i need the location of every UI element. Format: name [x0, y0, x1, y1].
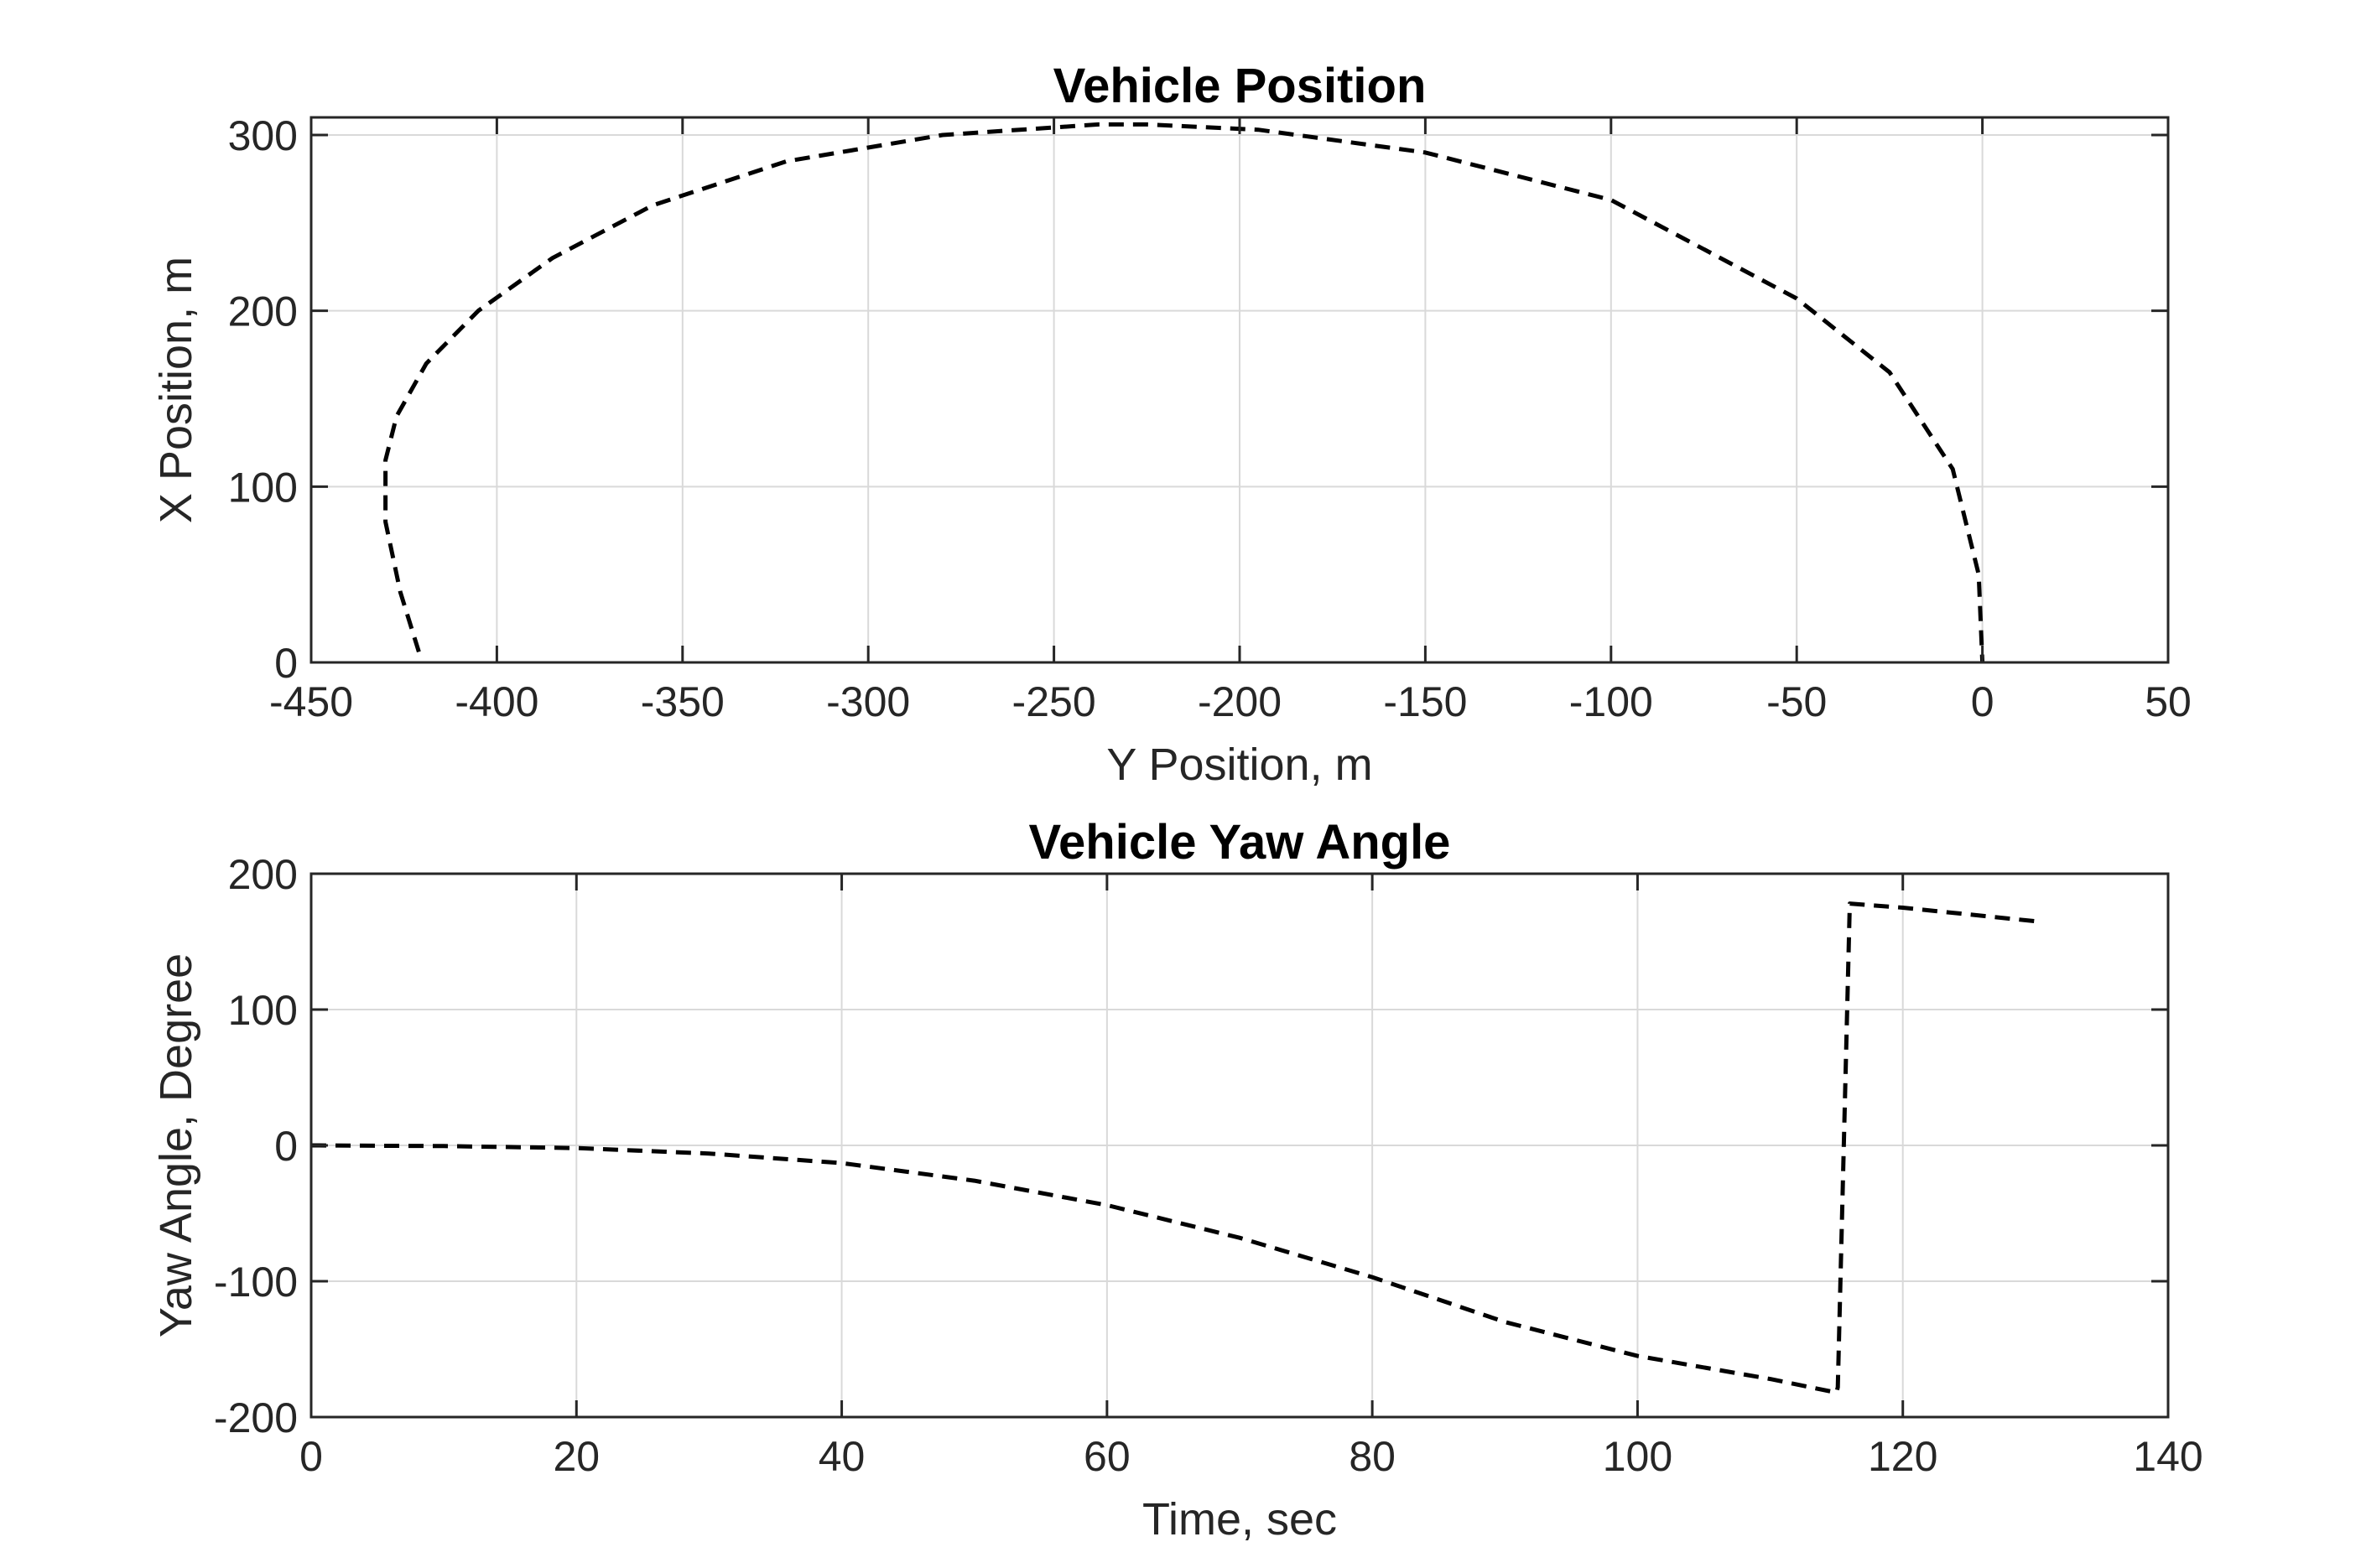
x-tick-label: -250 — [1012, 678, 1096, 725]
series-line-1 — [310, 901, 2036, 1395]
chart-title: Vehicle Yaw Angle — [1029, 815, 1451, 870]
series-line-1 — [383, 122, 1985, 663]
y-tick-label: 0 — [274, 1123, 298, 1170]
x-axis-label: Time, sec — [1142, 1494, 1337, 1545]
y-tick-label: 300 — [228, 112, 298, 159]
x-tick-label: 0 — [299, 1433, 323, 1480]
x-tick-label: 40 — [819, 1433, 866, 1480]
x-tick-label: -450 — [269, 678, 353, 725]
y-tick-label: 100 — [228, 464, 298, 511]
y-tick-label: 0 — [274, 640, 298, 687]
x-tick-label: 80 — [1349, 1433, 1396, 1480]
x-tick-label: -50 — [1766, 678, 1827, 725]
x-tick-label: -400 — [455, 678, 538, 725]
x-tick-label: -300 — [826, 678, 910, 725]
x-tick-label: 0 — [1971, 678, 1994, 725]
x-tick-label: -200 — [1198, 678, 1282, 725]
chart-2: 0 20 40 60 80 100 120 140 -200 -100 0 100 200 Vehicle… — [151, 815, 2203, 1545]
x-tick-label: 100 — [1603, 1433, 1672, 1480]
y-tick-label: -100 — [214, 1259, 298, 1306]
x-axis-label: Y Position, m — [1106, 740, 1372, 790]
y-axis-label: Yaw Angle, Degree — [151, 953, 201, 1337]
x-tick-label: 20 — [553, 1433, 600, 1480]
y-tick-label: 200 — [228, 851, 298, 898]
y-axis-label: X Position, m — [151, 257, 201, 523]
x-tick-label: 140 — [2133, 1433, 2202, 1480]
y-tick-label: -200 — [214, 1394, 298, 1441]
x-tick-label: -350 — [641, 678, 725, 725]
x-tick-label: 50 — [2145, 678, 2192, 725]
chart-1: -450 -400 -350 -300 -250 -200 -150 -100 -50 0 50 0 1… — [151, 59, 2192, 790]
chart-title: Vehicle Position — [1053, 59, 1427, 113]
x-tick-label: 120 — [1868, 1433, 1937, 1480]
x-tick-label: 60 — [1084, 1433, 1131, 1480]
y-tick-label: 200 — [228, 288, 298, 335]
x-tick-label: -100 — [1569, 678, 1653, 725]
x-tick-label: -150 — [1383, 678, 1467, 725]
y-tick-label: 100 — [228, 987, 298, 1034]
